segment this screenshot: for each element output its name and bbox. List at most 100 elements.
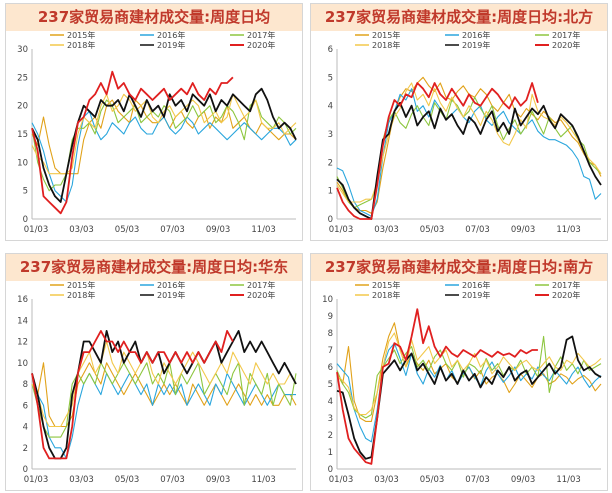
line-chart-north: 0 1 2 3 4 5 6 01/03 03/03 05/03 07/03 09/03 11/03 201… bbox=[328, 31, 602, 235]
chart-title: 237家贸易商建材成交量:周度日均:华东 bbox=[6, 254, 302, 281]
y-tick-label: 4 bbox=[328, 102, 333, 112]
series-line-2020 bbox=[31, 330, 234, 460]
x-tick-label: 11/03 bbox=[556, 225, 581, 235]
x-tick-label: 05/03 bbox=[115, 475, 140, 485]
y-tick-label: 30 bbox=[17, 45, 28, 55]
chart-title: 237家贸易商建材成交量:周度日均:北方 bbox=[311, 4, 607, 31]
chart-panel-south: 237家贸易商建材成交量:周度日均:南方 0 1 2 3 4 5 6 7 8 9 10 01/03 03… bbox=[310, 253, 608, 491]
legend-label: 2019年 bbox=[157, 40, 185, 50]
legend-label: 2020年 bbox=[247, 40, 275, 50]
y-tick-label: 0 bbox=[328, 465, 333, 475]
y-tick-label: 15 bbox=[17, 130, 28, 140]
y-tick-label: 2 bbox=[328, 431, 333, 441]
series-line-2019 bbox=[31, 330, 297, 460]
y-tick-label: 25 bbox=[17, 73, 28, 83]
legend-label: 2018年 bbox=[372, 40, 400, 50]
series-line-2020 bbox=[31, 70, 234, 215]
x-tick-label: 05/03 bbox=[115, 225, 140, 235]
legend-label: 2016年 bbox=[462, 31, 490, 40]
series-line-2019 bbox=[336, 101, 602, 220]
y-tick-label: 6 bbox=[328, 363, 333, 373]
line-chart-total: 0 5 10 15 20 25 30 01/03 03/03 05/03 07/03 09/03 11/… bbox=[17, 31, 297, 235]
x-tick-label: 11/03 bbox=[556, 475, 581, 485]
y-tick-label: 8 bbox=[328, 329, 333, 339]
legend-label: 2019年 bbox=[462, 290, 490, 300]
y-tick-label: 3 bbox=[328, 130, 333, 140]
y-tick-label: 9 bbox=[328, 312, 333, 322]
y-tick-label: 3 bbox=[328, 414, 333, 424]
y-tick-label: 5 bbox=[328, 73, 333, 83]
legend-label: 2018年 bbox=[67, 40, 95, 50]
y-tick-label: 8 bbox=[23, 380, 28, 390]
x-tick-label: 07/03 bbox=[465, 475, 490, 485]
legend-label: 2019年 bbox=[157, 290, 185, 300]
x-tick-label: 03/03 bbox=[374, 475, 399, 485]
legend-label: 2015年 bbox=[372, 281, 400, 290]
legend-label: 2019年 bbox=[462, 40, 490, 50]
legend-label: 2020年 bbox=[247, 290, 275, 300]
legend-label: 2017年 bbox=[247, 281, 275, 290]
legend-label: 2017年 bbox=[552, 31, 580, 40]
y-tick-label: 6 bbox=[23, 401, 28, 411]
y-tick-label: 2 bbox=[23, 444, 28, 454]
x-tick-label: 07/03 bbox=[465, 225, 490, 235]
x-tick-label: 11/03 bbox=[251, 475, 276, 485]
x-tick-label: 01/03 bbox=[329, 225, 354, 235]
x-tick-label: 01/03 bbox=[329, 475, 354, 485]
x-tick-label: 09/03 bbox=[511, 225, 536, 235]
series-line-2015 bbox=[336, 322, 602, 422]
y-tick-label: 7 bbox=[328, 346, 333, 356]
x-tick-label: 09/03 bbox=[206, 475, 231, 485]
y-tick-label: 20 bbox=[17, 102, 28, 112]
series-line-2016 bbox=[336, 88, 602, 217]
line-chart-south: 0 1 2 3 4 5 6 7 8 9 10 01/03 03/03 05/03 07/03 09/03 11/… bbox=[322, 281, 602, 485]
legend-label: 2018年 bbox=[67, 290, 95, 300]
chart-panel-east: 237家贸易商建材成交量:周度日均:华东 0 2 4 6 8 10 12 14 16 01/03 0… bbox=[5, 253, 303, 491]
legend-label: 2015年 bbox=[67, 281, 95, 290]
legend-label: 2015年 bbox=[372, 31, 400, 40]
legend-label: 2017年 bbox=[552, 281, 580, 290]
line-chart-east: 0 2 4 6 8 10 12 14 16 01/03 03/03 05/03 07/03 09/03 11… bbox=[17, 281, 297, 485]
x-tick-label: 03/03 bbox=[69, 225, 94, 235]
legend-label: 2015年 bbox=[67, 31, 95, 40]
series-line-2016 bbox=[31, 372, 296, 459]
y-tick-label: 10 bbox=[322, 295, 333, 305]
y-tick-label: 6 bbox=[328, 45, 333, 55]
y-tick-label: 5 bbox=[328, 380, 333, 390]
y-tick-label: 0 bbox=[23, 465, 28, 475]
y-tick-label: 16 bbox=[17, 295, 28, 305]
x-tick-label: 07/03 bbox=[160, 225, 185, 235]
legend-label: 2017年 bbox=[247, 31, 275, 40]
y-tick-label: 1 bbox=[328, 187, 333, 197]
y-tick-label: 14 bbox=[17, 316, 28, 326]
legend-label: 2018年 bbox=[372, 290, 400, 300]
series-line-2018 bbox=[336, 332, 602, 416]
chart-title: 237家贸易商建材成交量:周度日均:南方 bbox=[311, 254, 607, 281]
chart-title: 237家贸易商建材成交量:周度日均 bbox=[6, 4, 302, 31]
x-tick-label: 09/03 bbox=[511, 475, 536, 485]
y-tick-label: 12 bbox=[17, 338, 28, 348]
y-tick-label: 5 bbox=[23, 187, 28, 197]
series-line-2020 bbox=[336, 82, 539, 220]
x-tick-label: 05/03 bbox=[420, 225, 445, 235]
y-tick-label: 10 bbox=[17, 359, 28, 369]
x-tick-label: 01/03 bbox=[24, 475, 49, 485]
chart-panel-north: 237家贸易商建材成交量:周度日均:北方 0 1 2 3 4 5 6 01/03 03/03 05… bbox=[310, 3, 608, 241]
y-tick-label: 1 bbox=[328, 448, 333, 458]
x-tick-label: 03/03 bbox=[374, 225, 399, 235]
y-tick-label: 0 bbox=[328, 215, 333, 225]
x-tick-label: 09/03 bbox=[206, 225, 231, 235]
series-line-2020 bbox=[336, 308, 538, 465]
legend-label: 2016年 bbox=[462, 281, 490, 290]
x-tick-label: 07/03 bbox=[160, 475, 185, 485]
y-tick-label: 4 bbox=[328, 397, 333, 407]
y-tick-label: 10 bbox=[17, 158, 28, 168]
y-tick-label: 0 bbox=[23, 215, 28, 225]
y-tick-label: 4 bbox=[23, 423, 28, 433]
x-tick-label: 01/03 bbox=[24, 225, 49, 235]
x-tick-label: 03/03 bbox=[69, 475, 94, 485]
chart-panel-total: 237家贸易商建材成交量:周度日均 0 5 10 15 20 25 30 01/03 03/03… bbox=[5, 3, 303, 241]
x-tick-label: 05/03 bbox=[420, 475, 445, 485]
legend-label: 2016年 bbox=[157, 281, 185, 290]
x-tick-label: 11/03 bbox=[251, 225, 276, 235]
